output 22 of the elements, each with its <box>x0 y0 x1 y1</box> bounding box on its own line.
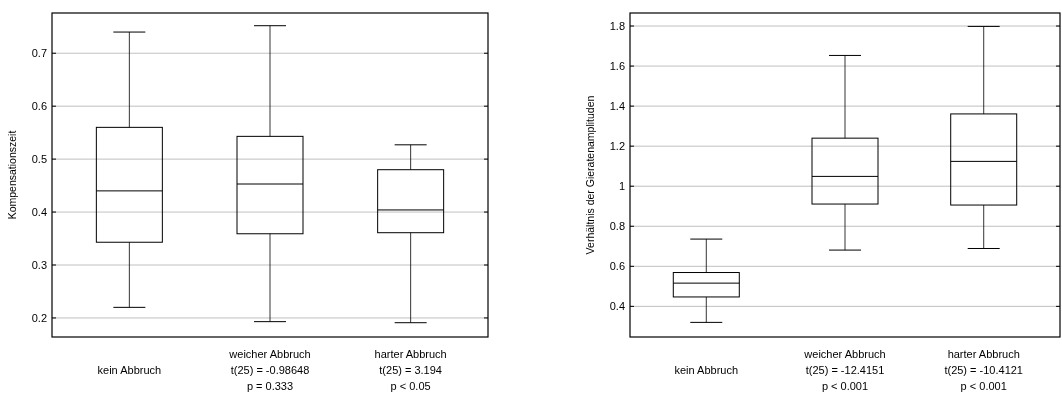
y-axis-title: Kompensationszeit <box>6 130 18 220</box>
x-tick-label: harter Abbruch t(25) = -10.4121 p < 0.001 <box>944 347 1024 392</box>
x-tick-label: harter Abbruch t(25) = 3.194 p < 0.05 <box>374 347 447 392</box>
y-tick-label: 0.7 <box>31 47 47 60</box>
y-tick-label: 1.2 <box>609 140 625 153</box>
x-tick-label: kein Abbruch <box>674 363 739 376</box>
y-tick-label: 1.4 <box>609 99 625 112</box>
y-tick-label: 0.8 <box>609 220 625 233</box>
y-tick-label: 1 <box>618 180 625 193</box>
x-tick-label: kein Abbruch <box>97 363 162 376</box>
y-axis-title: Verhältnis der Gieratenamplituden <box>584 95 596 255</box>
y-tick-label: 0.6 <box>31 100 47 113</box>
y-tick-label: 0.3 <box>31 258 47 271</box>
y-tick-label: 0.4 <box>31 205 47 218</box>
y-tick-label: 0.4 <box>609 300 625 313</box>
y-tick-label: 0.5 <box>31 152 47 165</box>
y-tick-label: 1.6 <box>609 59 625 72</box>
y-tick-label: 0.2 <box>31 311 47 324</box>
x-tick-label: weicher Abbruch t(25) = -0.98648 p = 0.333 <box>228 347 311 392</box>
y-tick-label: 1.8 <box>609 19 625 32</box>
y-tick-label: 0.6 <box>609 260 625 273</box>
x-tick-label: weicher Abbruch t(25) = -12.4151 p < 0.001 <box>803 347 886 392</box>
